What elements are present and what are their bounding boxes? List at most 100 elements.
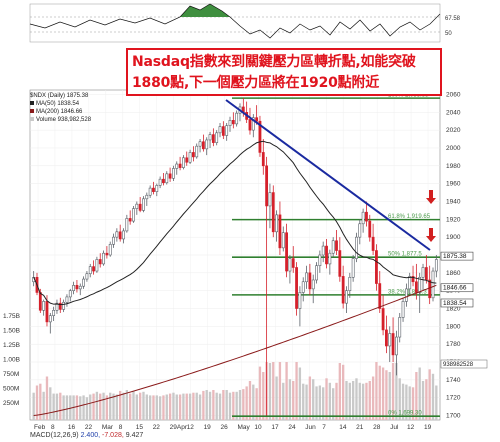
x-tick-label: May	[237, 424, 250, 431]
candle-body	[125, 218, 129, 232]
candle-body	[42, 301, 46, 311]
candle-body	[185, 157, 189, 163]
legend-volume-label: Volume 938,982,528	[36, 117, 92, 123]
volume-bar	[208, 391, 212, 420]
volume-bar	[182, 393, 185, 420]
candle-body	[102, 252, 105, 265]
candle-body	[122, 230, 125, 240]
candle-body	[162, 178, 165, 184]
volume-bar	[55, 393, 59, 420]
candle-body	[258, 120, 262, 153]
volume-bar	[42, 391, 45, 420]
y-tick-label: 1720	[446, 395, 461, 402]
candle-body	[395, 336, 398, 356]
legend-ma200: MA(200) 1846.66	[30, 108, 91, 116]
volume-bar	[248, 381, 252, 420]
volume-bar	[158, 396, 162, 420]
annotation-line-2: 1880點,下一個壓力區將在1920點附近	[132, 75, 380, 91]
volume-bar	[338, 363, 341, 420]
volume-bar	[415, 372, 418, 420]
volume-tick-label: 750M	[3, 371, 19, 378]
volume-swatch	[30, 117, 34, 122]
candle-body	[82, 278, 85, 287]
y-tick-label: 1700	[446, 413, 461, 420]
y-tick-label: 2020	[446, 127, 461, 134]
candle-body	[108, 243, 112, 256]
candle-body	[261, 152, 265, 167]
candle-body	[285, 232, 288, 272]
volume-bar	[411, 387, 415, 420]
candle-body	[355, 236, 358, 259]
trendline	[225, 99, 431, 251]
candle-body	[178, 163, 182, 168]
volume-tag	[440, 359, 488, 369]
volume-bar	[368, 381, 371, 420]
candle-body	[132, 208, 135, 222]
volume-bar	[129, 393, 132, 420]
x-tick-label: 28	[373, 424, 381, 431]
candle-body	[175, 163, 179, 169]
volume-bar	[145, 394, 148, 420]
x-tick-label: 22	[153, 424, 161, 431]
candle-body	[381, 308, 385, 331]
price-tag-box	[440, 298, 474, 308]
volume-bar	[358, 382, 361, 420]
candle-body	[301, 281, 305, 293]
x-axis: Feb 8 16 22 Mar 8 15 22 29Apr 12 19 26 May 10 17 24 Jun 7…	[34, 424, 432, 431]
x-tick-label: 10	[254, 424, 262, 431]
volume-bar	[82, 395, 85, 420]
volume-tick-label: 1.00B	[3, 357, 20, 364]
volume-bar	[285, 362, 288, 420]
candle-body	[341, 276, 345, 304]
candle-body	[72, 285, 75, 291]
volume-bar	[212, 390, 215, 420]
x-tick-label: 19	[424, 424, 432, 431]
candle-body	[404, 288, 408, 302]
candle-body	[278, 214, 282, 249]
volume-tick-label: 500M	[3, 386, 19, 393]
volume-bar	[398, 378, 401, 420]
price-tag-label: 1875.38	[443, 253, 467, 260]
rsi-tick-mid: 50	[445, 31, 452, 37]
volume-bar	[421, 381, 425, 420]
fib-label: 61.8% 1,919.65	[388, 214, 431, 220]
volume-bar	[49, 387, 52, 420]
candle-body	[345, 290, 348, 304]
candle-body	[52, 309, 56, 316]
candle-body	[325, 245, 328, 265]
volume-bar	[378, 365, 381, 420]
x-tick-label: Jun	[305, 424, 316, 431]
volume-bar	[102, 392, 105, 420]
volume-bar	[105, 395, 109, 420]
candle-body	[388, 333, 392, 347]
ma200-swatch	[30, 109, 34, 114]
candle-body	[48, 315, 52, 323]
volume-bar	[381, 367, 385, 420]
volume-bar	[39, 383, 42, 420]
candle-body	[414, 281, 418, 293]
candle-body	[195, 145, 199, 158]
rsi-panel: 67.58 50	[29, 3, 461, 43]
volume-bar	[348, 382, 351, 420]
y-tick-label: 1740	[446, 377, 461, 384]
volume-bar	[428, 369, 431, 420]
volume-bar	[192, 392, 195, 420]
volume-bar	[365, 382, 368, 420]
candle-body	[295, 267, 298, 309]
x-tick-label: 22	[85, 424, 93, 431]
volume-bar	[32, 392, 35, 420]
x-tick-label: 19	[204, 424, 212, 431]
candle-body	[65, 296, 69, 303]
candle-body	[58, 302, 62, 310]
candle-body	[268, 192, 272, 207]
volume-bar	[222, 390, 225, 420]
volume-bar	[361, 383, 365, 420]
volume-bar	[148, 395, 152, 420]
candle-body	[428, 279, 432, 299]
candle-body	[158, 178, 162, 186]
volume-bar	[238, 390, 242, 420]
volume-bar	[355, 378, 358, 420]
volume-bar	[435, 385, 438, 420]
candle-body	[165, 173, 169, 184]
